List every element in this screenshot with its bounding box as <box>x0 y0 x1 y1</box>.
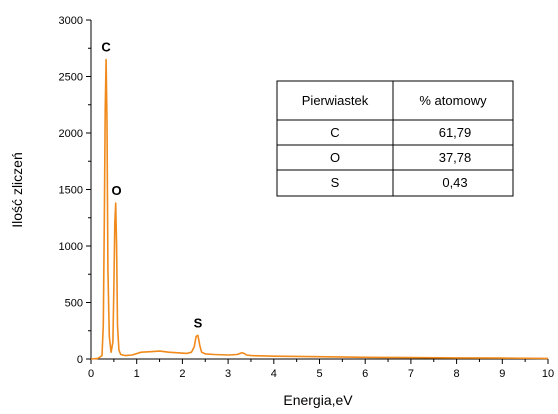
table-frame <box>276 80 514 197</box>
y-axis-title: Ilość zliczeń <box>9 152 25 227</box>
x-tick-label: 2 <box>179 368 185 380</box>
x-tick-label: 6 <box>362 368 368 380</box>
x-tick-label: 7 <box>408 368 414 380</box>
spectrum-series-line <box>90 58 549 360</box>
table-header-element: Pierwiastek <box>302 93 369 108</box>
y-tick-label: 500 <box>65 298 83 310</box>
y-tick-label: 1500 <box>59 185 83 197</box>
composition-table: Pierwiastek % atomowy C 61,79 O 37,78 S … <box>276 80 514 197</box>
x-tick-label: 8 <box>454 368 460 380</box>
peak-labels: C O S <box>101 40 202 331</box>
x-tick-label: 9 <box>499 368 505 380</box>
table-cell-element: O <box>330 150 340 165</box>
x-tick-label: 3 <box>225 368 231 380</box>
y-tick-label: 1000 <box>59 241 83 253</box>
table-header-atomic-percent: % atomowy <box>419 93 487 108</box>
x-tick-label: 0 <box>88 368 94 380</box>
y-tick-label: 2500 <box>59 72 83 84</box>
table-cell-element: C <box>330 125 339 140</box>
peak-label-c: C <box>101 40 111 55</box>
table-cell-value: 0,43 <box>442 175 467 190</box>
x-axis-title: Energia,eV <box>283 392 353 408</box>
table-cell-value: 37,78 <box>439 150 472 165</box>
x-tick-label: 10 <box>542 368 554 380</box>
y-tick-label: 0 <box>77 354 83 366</box>
x-tick-label: 4 <box>271 368 277 380</box>
y-tick-label: 3000 <box>59 15 83 27</box>
table-cell-value: 61,79 <box>439 125 472 140</box>
y-axis-ticks: 0 500 1000 1500 2000 2500 3000 <box>59 15 91 366</box>
peak-label-s: S <box>194 315 203 330</box>
table-cell-element: S <box>331 175 340 190</box>
peak-label-o: O <box>112 183 122 198</box>
x-axis-ticks: 0 1 2 3 4 5 6 7 8 9 10 <box>88 359 554 380</box>
x-tick-label: 5 <box>316 368 322 380</box>
x-tick-label: 1 <box>134 368 140 380</box>
y-tick-label: 2000 <box>59 128 83 140</box>
